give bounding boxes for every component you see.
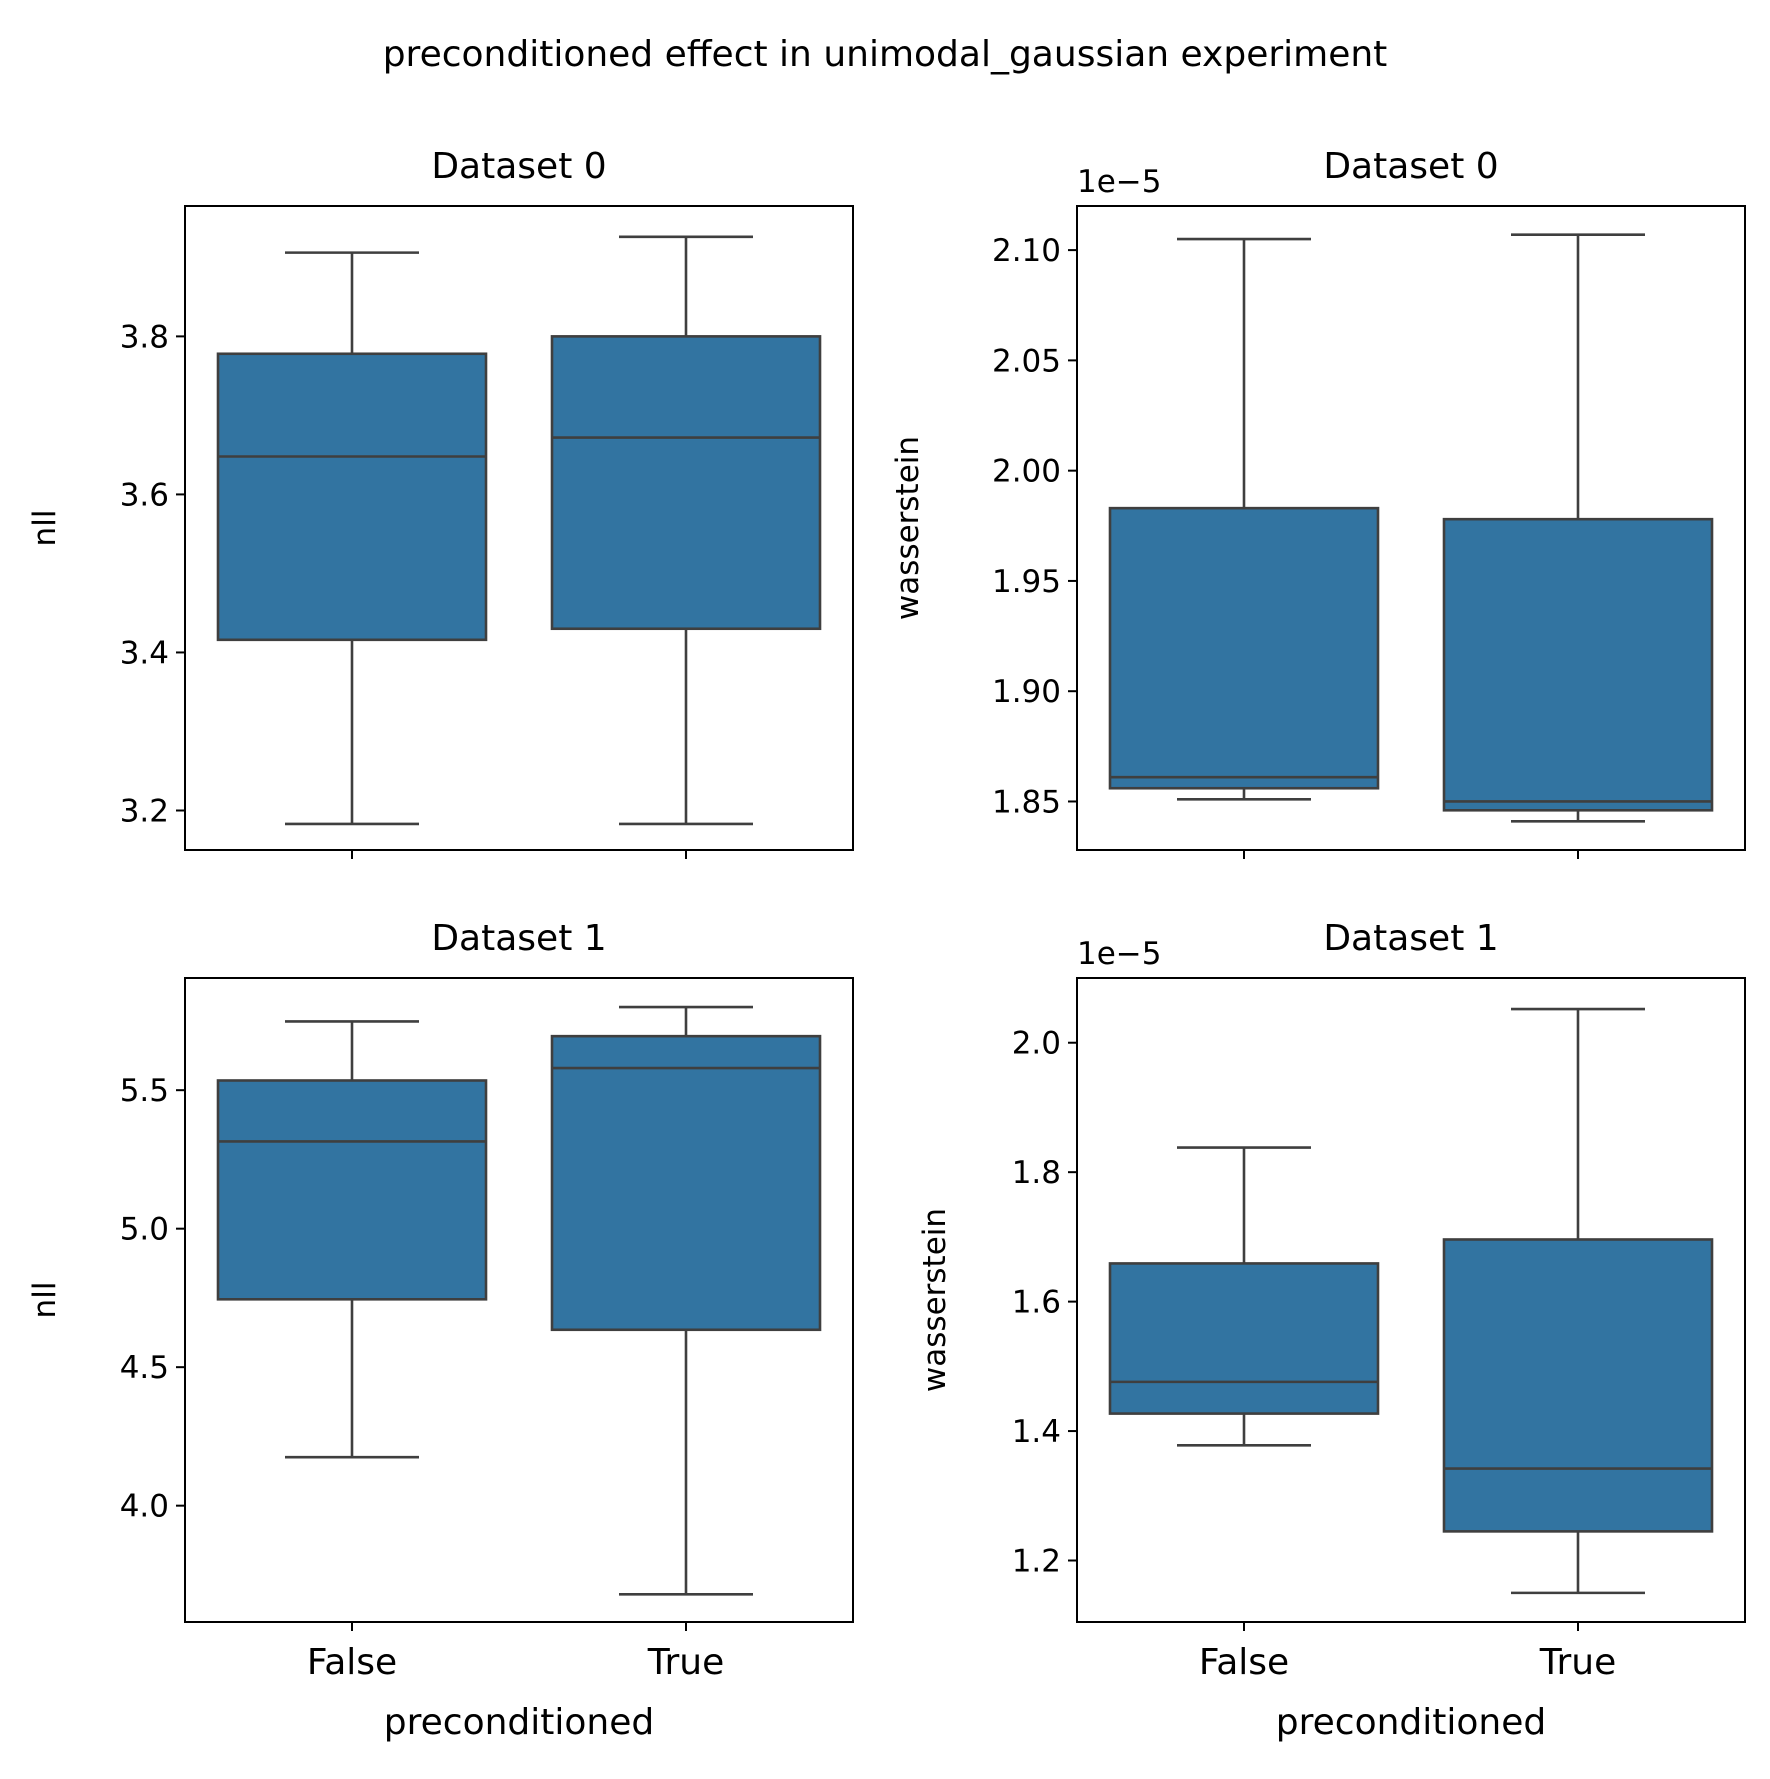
- subplot-1: Dataset 0 1e−5 1.85 1.90 1.95 2.00 2.05 2.10 was…: [890, 146, 1746, 859]
- box-false: [1108, 1146, 1380, 1447]
- iqr-box: [550, 335, 822, 631]
- subplot-title: Dataset 1: [1323, 918, 1498, 959]
- iqr-box: [216, 1079, 488, 1301]
- subplot-3: Dataset 1 1e−5 1.2 1.4 1.6 1.8 2.0 False True was…: [917, 918, 1746, 1743]
- x-axis-label: preconditioned: [1276, 1702, 1546, 1743]
- subplot-title: Dataset 1: [431, 918, 606, 959]
- iqr-box: [1442, 517, 1714, 812]
- box-false: [216, 1020, 488, 1459]
- y-axis-label: wasserstein: [917, 1208, 953, 1392]
- y-tick-label: 3.2: [120, 793, 169, 829]
- y-offset-text: 1e−5: [1077, 936, 1162, 972]
- iqr-box: [1442, 1238, 1714, 1533]
- y-tick-label: 1.8: [1012, 1155, 1061, 1191]
- y-tick-label: 1.90: [992, 674, 1061, 710]
- y-tick-label: 2.00: [992, 454, 1061, 490]
- box-false: [1108, 237, 1380, 801]
- y-offset-text: 1e−5: [1077, 164, 1162, 200]
- box-true: [1442, 233, 1714, 823]
- axes-frame: [1076, 977, 1746, 1623]
- x-tick-label: True: [647, 1642, 724, 1683]
- y-tick-label: 3.6: [120, 477, 169, 513]
- y-tick-label: 3.4: [120, 635, 169, 671]
- box-true: [550, 235, 822, 826]
- x-axis-label: preconditioned: [384, 1702, 654, 1743]
- box-true: [550, 1005, 822, 1596]
- x-tick-label: False: [1199, 1642, 1289, 1683]
- y-tick-label: 5.0: [120, 1212, 169, 1248]
- y-axis-label: nll: [27, 1282, 63, 1319]
- iqr-box: [216, 352, 488, 642]
- x-tick-label: False: [307, 1642, 397, 1683]
- y-tick-label: 4.5: [120, 1350, 169, 1386]
- y-tick-label: 4.0: [120, 1489, 169, 1525]
- subplot-2: Dataset 1 4.0 4.5 5.0 5.5 False True nll precond…: [27, 918, 854, 1743]
- y-axis-label: wasserstein: [890, 436, 926, 620]
- y-tick-label: 1.2: [1012, 1544, 1061, 1580]
- iqr-box: [550, 1034, 822, 1332]
- y-tick-label: 3.8: [120, 319, 169, 355]
- y-tick-label: 2.0: [1012, 1026, 1061, 1062]
- y-tick-label: 1.6: [1012, 1285, 1061, 1321]
- axes-frame: [184, 205, 854, 851]
- iqr-box: [1108, 1262, 1380, 1415]
- y-tick-label: 2.05: [992, 343, 1061, 379]
- axes-frame: [1076, 205, 1746, 851]
- box-true: [1442, 1007, 1714, 1595]
- subplot-grid: Dataset 0 3.2 3.4 3.6 3.8 nll Dataset 0 1e−5 1.8…: [27, 146, 1746, 1743]
- subplot-title: Dataset 0: [1323, 146, 1498, 187]
- iqr-box: [1108, 506, 1380, 790]
- figure-suptitle: preconditioned effect in unimodal_gaussi…: [383, 34, 1388, 75]
- box-false: [216, 251, 488, 826]
- y-tick-label: 2.10: [992, 233, 1061, 269]
- axes-frame: [184, 977, 854, 1623]
- y-axis-label: nll: [27, 510, 63, 547]
- subplot-0: Dataset 0 3.2 3.4 3.6 3.8 nll: [27, 146, 854, 859]
- subplot-title: Dataset 0: [431, 146, 606, 187]
- x-tick-label: True: [1539, 1642, 1616, 1683]
- y-tick-label: 1.4: [1012, 1414, 1061, 1450]
- y-tick-label: 5.5: [120, 1073, 169, 1109]
- y-tick-label: 1.95: [992, 564, 1061, 600]
- y-tick-label: 1.85: [992, 784, 1061, 820]
